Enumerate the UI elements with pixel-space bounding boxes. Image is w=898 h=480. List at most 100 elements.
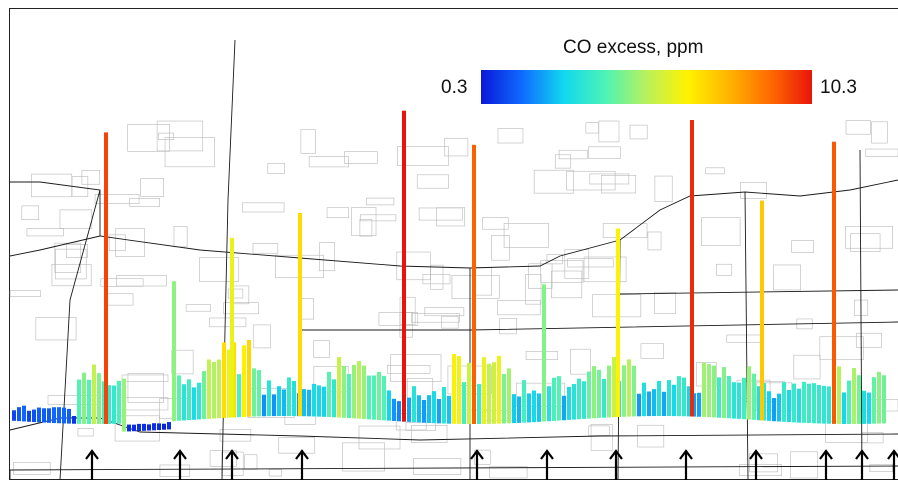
street-block [598,120,620,143]
co-bar [632,365,636,417]
co-bar [262,394,266,417]
street-block [865,148,898,157]
street-block [546,254,563,265]
street-block [491,235,510,261]
co-bar [372,375,376,420]
major-road [59,189,101,480]
major-road [619,289,898,295]
co-bar [817,384,821,424]
street-block [308,156,349,168]
co-bar [737,382,741,419]
street-block [77,428,94,437]
co-bar [427,395,431,423]
co-bar [587,371,591,419]
co-bar [392,398,396,421]
co-bar [302,389,306,417]
co-bar [437,398,441,424]
street-block [227,288,244,299]
street-block [590,424,613,451]
legend-max-label: 10.3 [820,77,857,98]
street-block [629,124,648,140]
colorbar [481,70,812,104]
co-bar [252,368,256,417]
street-block [359,219,373,237]
street-block [26,228,64,237]
co-bar [627,359,631,417]
up-arrow-icon [540,449,554,480]
co-bar [467,362,471,424]
co-bar [597,369,601,418]
street-block [100,278,144,287]
street-block [551,270,583,299]
street-block [564,249,590,279]
co-peak-bar [760,200,764,421]
co-bar [112,385,116,424]
co-bar [812,383,816,424]
co-bar [62,407,66,424]
co-bar [792,383,796,423]
co-bar [852,368,856,424]
co-bar [272,394,276,417]
co-bar [732,382,736,419]
co-bar [87,379,91,424]
co-bar [807,383,811,424]
street-block [164,137,215,168]
street-block [533,169,574,194]
street-block [430,264,444,290]
street-block [140,178,164,197]
co-bar [802,381,806,423]
co-bar [847,380,851,424]
co-peak-bar [616,228,620,418]
co-bar [267,380,271,417]
co-bar [447,395,451,424]
major-road [859,149,863,480]
co-bar [92,364,96,424]
legend-min-label: 0.3 [441,77,468,98]
co-bar [282,389,286,417]
street-block [51,263,92,287]
co-bar [442,387,446,424]
up-arrow-icon [225,449,239,480]
street-block [825,420,868,443]
co-bar [532,390,536,423]
street-block [740,182,767,199]
co-bar [687,386,691,417]
co-bar [107,385,111,424]
co-bar [332,379,336,418]
co-peak-bar [832,141,836,424]
street-block [31,173,73,198]
street-block [567,258,614,268]
co-bar [592,366,596,419]
co-bar [622,365,626,417]
street-block [35,317,77,341]
street-block [696,362,717,387]
street-block [418,207,463,221]
street-block [12,462,51,475]
street-block [267,162,285,174]
up-arrow-icon [819,449,833,480]
street-block [342,442,385,472]
street-block [395,413,427,431]
co-bar [572,383,576,420]
co-peak-bar [230,237,234,418]
street-block [121,374,169,382]
street-block [585,122,599,134]
co-bar [582,381,586,419]
street-block [640,343,664,359]
street-block [583,256,627,283]
street-block [55,248,87,280]
co-bar [127,424,131,432]
street-block [701,217,741,247]
co-bar [487,363,491,424]
co-bar [557,376,561,421]
up-arrow-icon [887,449,898,480]
co-bar [202,371,206,420]
street-block [159,464,191,477]
street-block [359,214,397,222]
co-peak-bar [104,132,108,424]
co-bar [352,364,356,419]
co-peak-bar [402,110,406,422]
street-block [566,170,616,191]
co-bar [147,424,151,431]
street-block [156,120,204,152]
